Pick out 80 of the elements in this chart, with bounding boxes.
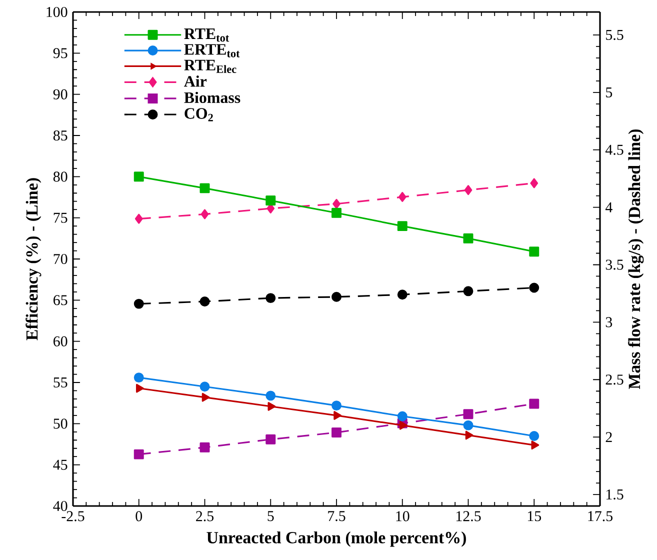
point: [529, 246, 540, 257]
legend-label: RTE$_{Elec}$: [184, 60, 236, 73]
point: [464, 185, 472, 196]
y2-tick-label: 2.5: [606, 374, 624, 385]
legend-label: Biomass: [184, 92, 240, 104]
y2-tick-label: 5: [606, 87, 612, 98]
y2-axis-title: Mass flow rate (kg/s) - (Dashed line): [628, 129, 644, 390]
y-tick-label: 45: [53, 460, 68, 470]
legend-label: ERTE$_{tot}$: [184, 44, 240, 58]
point: [266, 196, 276, 206]
y2-tick-label: 3.5: [606, 260, 624, 270]
point: [463, 409, 474, 420]
point: [463, 420, 474, 430]
y-tick-label: 60: [54, 336, 68, 346]
point: [332, 208, 342, 218]
point: [268, 402, 276, 411]
y2-tick-label: 5.5: [606, 30, 624, 40]
point: [399, 420, 408, 430]
point: [200, 209, 209, 220]
x-tick-label: 7.5: [328, 511, 346, 522]
point: [136, 384, 144, 393]
point: [134, 172, 144, 182]
y-tick-label: 40: [53, 500, 68, 512]
y2-tick-label: 3: [606, 317, 612, 328]
point: [529, 431, 540, 441]
y2-tick-label: 2: [606, 432, 612, 442]
point: [529, 282, 540, 293]
point: [332, 400, 342, 411]
x-tick-label: 15: [528, 511, 542, 522]
point: [200, 296, 210, 306]
x-tick-label: 10: [396, 511, 410, 522]
point: [332, 292, 342, 302]
y-tick-label: 70: [54, 254, 68, 264]
point: [529, 398, 540, 409]
y-tick-label: 75: [54, 212, 68, 223]
y2-tick-label: 1.5: [606, 489, 624, 500]
x-tick-label: 17.5: [588, 511, 612, 522]
point: [465, 430, 474, 440]
legend-label: Air: [184, 76, 207, 87]
point: [397, 290, 408, 300]
y-axis-title: Efficiency (%) - (Line): [26, 178, 42, 340]
x-tick-label: 12.5: [456, 511, 481, 522]
point: [266, 293, 276, 304]
point: [332, 198, 340, 209]
point: [266, 390, 276, 401]
y-tick-label: 65: [54, 295, 68, 306]
legend-label: CO$_{2}$: [184, 108, 213, 122]
y-tick-label: 50: [54, 418, 68, 429]
x-tick-label: 5: [268, 511, 274, 522]
x-tick-label: 0: [136, 511, 142, 522]
point: [531, 440, 540, 450]
y2-tick-label: 4.5: [605, 144, 624, 155]
y-tick-label: 85: [53, 130, 68, 141]
point: [202, 392, 210, 402]
y-tick-label: 90: [53, 89, 68, 100]
y-tick-label: 55: [54, 378, 68, 388]
point: [334, 411, 342, 420]
x-axis-title: Unreacted Carbon (mole percent%): [206, 531, 466, 547]
point: [200, 183, 210, 194]
y-tick-label: 80: [53, 172, 68, 182]
point: [530, 178, 538, 188]
point: [200, 442, 210, 452]
point: [134, 449, 144, 460]
point: [266, 434, 276, 444]
point: [134, 372, 144, 383]
x-tick-label: -2.5: [62, 511, 84, 522]
point: [332, 427, 342, 438]
x-tick-label: 2.5: [196, 511, 214, 522]
y-tick-label: 95: [53, 48, 68, 58]
point: [134, 214, 143, 224]
point: [463, 233, 474, 244]
point: [398, 192, 406, 202]
point: [463, 286, 474, 296]
y-tick-label: 100: [46, 6, 68, 18]
point: [134, 298, 144, 309]
point: [397, 221, 408, 232]
point: [397, 411, 408, 422]
y2-tick-label: 4: [605, 202, 612, 212]
point: [200, 382, 210, 392]
legend-label: RTE$_{tot}$: [184, 28, 230, 42]
